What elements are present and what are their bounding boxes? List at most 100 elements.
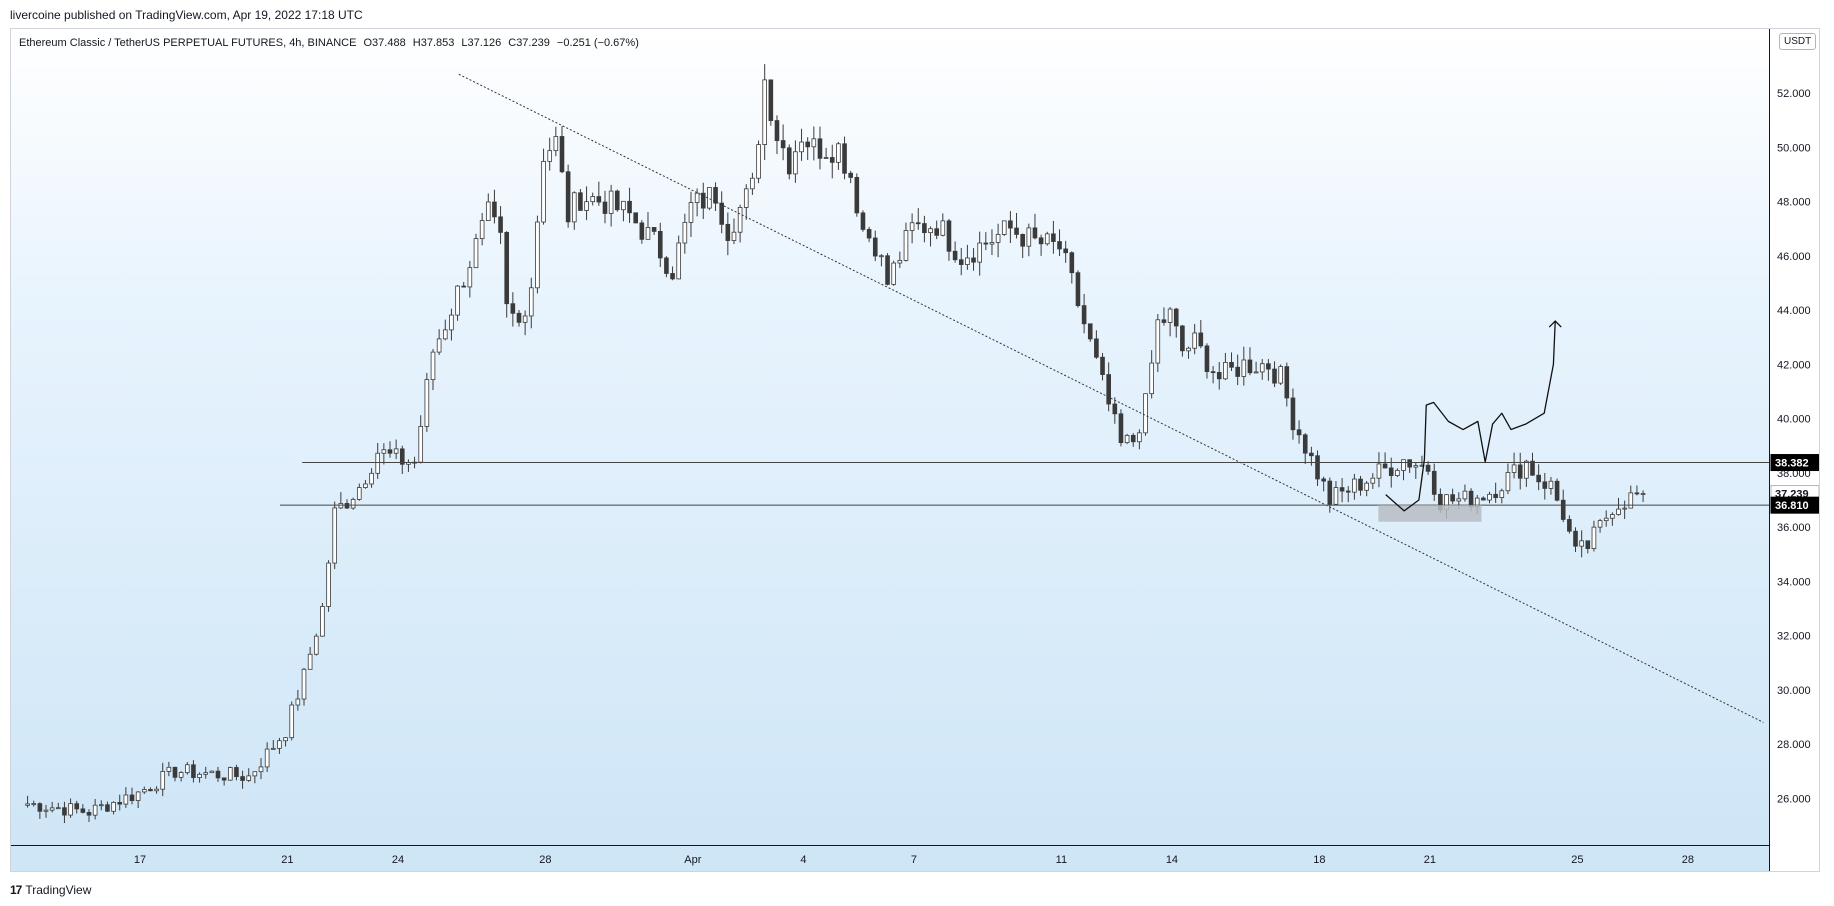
bull-candle-body <box>135 791 141 801</box>
candle <box>430 349 436 391</box>
candle <box>1536 464 1541 491</box>
bear-candle-body <box>1345 490 1351 493</box>
candle <box>934 220 939 240</box>
bull-candle-body <box>965 257 970 265</box>
candle <box>670 266 675 281</box>
bear-candle-body <box>971 257 976 263</box>
candle <box>940 213 946 237</box>
candle <box>191 760 196 783</box>
bear-candle-body <box>1210 371 1216 374</box>
bull-candle-body <box>731 231 737 241</box>
candle <box>983 232 989 251</box>
bull-candle-body <box>1591 526 1597 549</box>
candle <box>571 191 577 230</box>
candle <box>31 800 37 807</box>
bear-candle-body <box>504 231 510 305</box>
bull-candle-body <box>92 804 98 816</box>
bull-candle-body <box>350 498 356 509</box>
price-label-text: 36.810 <box>1775 500 1809 512</box>
bull-candle-body <box>1511 464 1517 473</box>
bear-candle-body <box>1573 530 1578 547</box>
bull-candle-body <box>903 230 909 261</box>
candle <box>553 126 559 157</box>
bear-candle-body <box>719 202 724 225</box>
candle <box>743 184 749 220</box>
bear-candle-body <box>399 448 405 465</box>
bull-candle-body <box>1456 498 1462 502</box>
candle <box>1173 307 1179 338</box>
candle <box>135 791 141 809</box>
bull-candle-body <box>1192 332 1197 349</box>
bear-candle-body <box>1388 467 1394 476</box>
bear-candle-body <box>786 147 792 175</box>
descending-trendline <box>458 73 1764 723</box>
bull-candle-body <box>879 255 884 258</box>
bull-candle-body <box>1259 363 1265 373</box>
candle <box>1493 482 1498 503</box>
bull-candle-body <box>608 190 614 214</box>
candle <box>1106 362 1111 412</box>
candlestick-chart[interactable]: 26.00028.00030.00032.00034.00036.00038.0… <box>11 29 1820 872</box>
chart-area[interactable]: 26.000 28.000 30.000 32.000 34.000 36.000 38.0… <box>10 28 1820 872</box>
y-tick-label: 32.000 <box>1777 631 1811 643</box>
candle <box>829 144 835 179</box>
x-axis-strip[interactable] <box>11 845 1769 871</box>
currency-button[interactable]: USDT <box>1779 33 1817 50</box>
candle <box>676 235 682 280</box>
candle <box>264 742 270 772</box>
bear-candle-body <box>148 789 153 792</box>
candle <box>731 218 737 245</box>
candle <box>1155 314 1161 373</box>
bear-candle-body <box>627 200 632 214</box>
bear-candle-body <box>1235 366 1240 377</box>
candle <box>504 231 510 318</box>
x-tick-label: 25 <box>1571 854 1583 866</box>
candle <box>1431 463 1437 501</box>
bull-candle-body <box>750 177 755 190</box>
bear-candle-body <box>848 172 853 178</box>
candle <box>313 633 319 656</box>
candle <box>1001 220 1007 236</box>
candle <box>498 206 503 245</box>
bull-candle-body <box>455 285 460 316</box>
candle <box>774 115 780 155</box>
x-tick-label: 4 <box>800 854 806 866</box>
bear-candle-body <box>105 804 110 812</box>
candle <box>1014 212 1019 239</box>
bull-candle-body <box>553 136 559 152</box>
candle <box>725 212 731 256</box>
bear-candle-body <box>934 228 939 236</box>
bull-candle-body <box>584 201 589 211</box>
bear-candle-body <box>1554 480 1560 501</box>
bull-candle-body <box>1186 347 1191 352</box>
bear-candle-body <box>1634 492 1640 495</box>
candle <box>608 184 614 227</box>
candle <box>1499 488 1505 504</box>
candle <box>74 800 80 814</box>
bear-candle-body <box>1309 452 1314 457</box>
price-axis[interactable] <box>1769 29 1819 871</box>
tradingview-brand[interactable]: 17 TradingView <box>10 883 91 897</box>
bear-candle-body <box>1087 323 1093 340</box>
candle <box>750 172 755 195</box>
candle <box>258 758 264 780</box>
price-label: 36.810 <box>1770 496 1819 514</box>
candle <box>1112 397 1118 424</box>
candle <box>627 187 632 223</box>
candle <box>1235 354 1240 386</box>
candle <box>1567 515 1572 534</box>
candle <box>1100 352 1105 381</box>
candle <box>1063 240 1068 263</box>
bull-candle-body <box>369 472 374 485</box>
candle <box>277 737 282 754</box>
bull-candle-body <box>301 668 307 700</box>
candle <box>614 189 620 212</box>
candle <box>252 771 258 784</box>
bull-candle-body <box>252 771 258 777</box>
candle <box>332 501 338 570</box>
x-tick-label: 14 <box>1166 854 1178 866</box>
candle <box>307 647 313 670</box>
bear-candle-body <box>1315 455 1320 480</box>
bull-candle-body <box>25 803 30 806</box>
bear-candle-body <box>1038 237 1044 245</box>
